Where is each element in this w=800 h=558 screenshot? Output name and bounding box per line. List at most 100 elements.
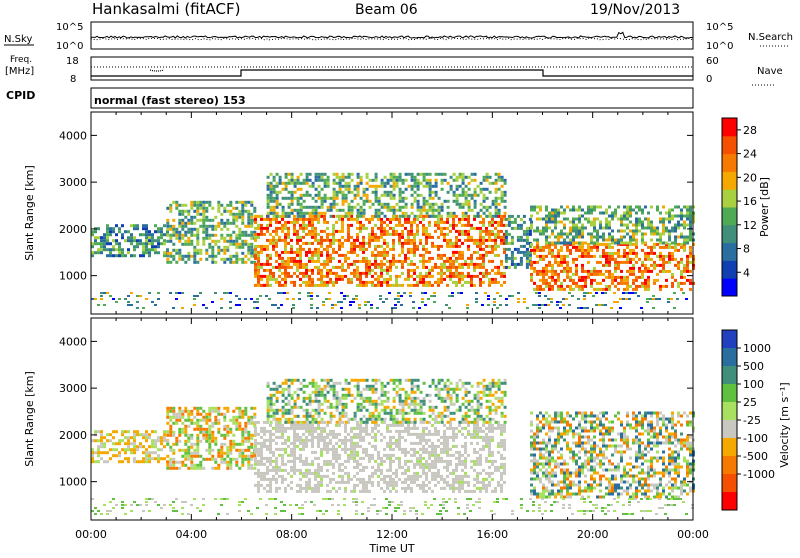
- heatmap-cell: [384, 203, 387, 206]
- heatmap-cell: [437, 475, 440, 478]
- heatmap-cell: [339, 176, 342, 179]
- heatmap-cell: [302, 281, 305, 284]
- heatmap-cell: [392, 227, 395, 230]
- heatmap-cell: [428, 439, 431, 442]
- heatmap-cell: [551, 276, 554, 279]
- heatmap-cell: [359, 490, 362, 493]
- heatmap-cell: [464, 260, 467, 263]
- heatmap-cell: [254, 263, 257, 266]
- heatmap-cell: [342, 179, 345, 182]
- heatmap-cell: [482, 224, 485, 227]
- heatmap-cell: [196, 419, 199, 422]
- heatmap-cell: [384, 185, 387, 188]
- heatmap-cell: [375, 215, 378, 218]
- heatmap-cell: [232, 434, 235, 437]
- heatmap-cell: [511, 257, 514, 260]
- heatmap-cell: [208, 234, 211, 237]
- heatmap-cell: [605, 261, 608, 264]
- heatmap-cell: [435, 182, 438, 185]
- heatmap-cell: [671, 285, 674, 288]
- heatmap-cell: [297, 203, 300, 206]
- heatmap-cell: [314, 239, 317, 242]
- heatmap-cell: [202, 304, 205, 306]
- heatmap-cell: [452, 275, 455, 278]
- heatmap-cell: [329, 430, 332, 433]
- heatmap-cell: [686, 218, 689, 221]
- heatmap-cell: [339, 188, 342, 191]
- heatmap-cell: [471, 194, 474, 197]
- heatmap-cell: [127, 236, 130, 239]
- heatmap-cell: [136, 242, 139, 245]
- heatmap-cell: [488, 260, 491, 263]
- heatmap-cell: [350, 281, 353, 284]
- heatmap-cell: [566, 261, 569, 264]
- heatmap-cell: [653, 246, 656, 249]
- heatmap-cell: [641, 209, 644, 212]
- heatmap-cell: [281, 424, 284, 427]
- heatmap-cell: [374, 427, 377, 430]
- heatmap-cell: [578, 246, 581, 249]
- heatmap-cell: [638, 206, 641, 209]
- heatmap-cell: [148, 236, 151, 239]
- heatmap-cell: [481, 304, 484, 306]
- heatmap-cell: [410, 454, 413, 457]
- heatmap-cell: [389, 278, 392, 281]
- heatmap-cell: [187, 210, 190, 213]
- heatmap-cell: [321, 212, 324, 215]
- heatmap-cell: [626, 279, 629, 282]
- heatmap-cell: [514, 221, 517, 224]
- heatmap-cell: [317, 278, 320, 281]
- heatmap-cell: [568, 304, 571, 306]
- heatmap-cell: [491, 239, 494, 242]
- heatmap-cell: [617, 276, 620, 279]
- heatmap-cell: [326, 236, 329, 239]
- heatmap-cell: [287, 484, 290, 487]
- power-colorbar-tick-label: 24: [743, 148, 757, 161]
- heatmap-cell: [551, 242, 554, 245]
- heatmap-cell: [587, 276, 590, 279]
- heatmap-cell: [154, 251, 157, 254]
- heatmap-cell: [671, 242, 674, 245]
- heatmap-cell: [208, 407, 211, 410]
- heatmap-cell: [229, 234, 232, 237]
- heatmap-cell: [106, 451, 109, 454]
- heatmap-cell: [296, 436, 299, 439]
- heatmap-cell: [275, 221, 278, 224]
- heatmap-cell: [184, 458, 187, 461]
- heatmap-cell: [599, 221, 602, 224]
- heatmap-cell: [674, 230, 677, 233]
- heatmap-cell: [285, 182, 288, 185]
- heatmap-cell: [333, 179, 336, 182]
- heatmap-cell: [629, 221, 632, 224]
- heatmap-cell: [602, 288, 605, 291]
- heatmap-cell: [511, 221, 514, 224]
- heatmap-cell: [394, 304, 397, 306]
- heatmap-cell: [286, 298, 289, 300]
- heatmap-cell: [290, 448, 293, 451]
- heatmap-cell: [653, 227, 656, 230]
- heatmap-cell: [311, 433, 314, 436]
- heatmap-cell: [148, 451, 151, 454]
- heatmap-cell: [190, 443, 193, 446]
- heatmap-cell: [635, 206, 638, 209]
- heatmap-cell: [611, 218, 614, 221]
- heatmap-cell: [374, 439, 377, 442]
- heatmap-cell: [428, 481, 431, 484]
- heatmap-cell: [614, 285, 617, 288]
- heatmap-cell: [461, 242, 464, 245]
- heatmap-cell: [533, 282, 536, 285]
- heatmap-cell: [569, 270, 572, 273]
- heatmap-cell: [435, 191, 438, 194]
- heatmap-cell: [284, 272, 287, 275]
- heatmap-cell: [365, 227, 368, 230]
- heatmap-cell: [281, 454, 284, 457]
- heatmap-cell: [320, 430, 323, 433]
- heatmap-cell: [290, 281, 293, 284]
- heatmap-cell: [257, 484, 260, 487]
- heatmap-cell: [641, 270, 644, 273]
- heatmap-cell: [323, 284, 326, 287]
- heatmap-cell: [560, 258, 563, 261]
- heatmap-cell: [429, 188, 432, 191]
- heatmap-cell: [290, 248, 293, 251]
- heatmap-cell: [320, 269, 323, 272]
